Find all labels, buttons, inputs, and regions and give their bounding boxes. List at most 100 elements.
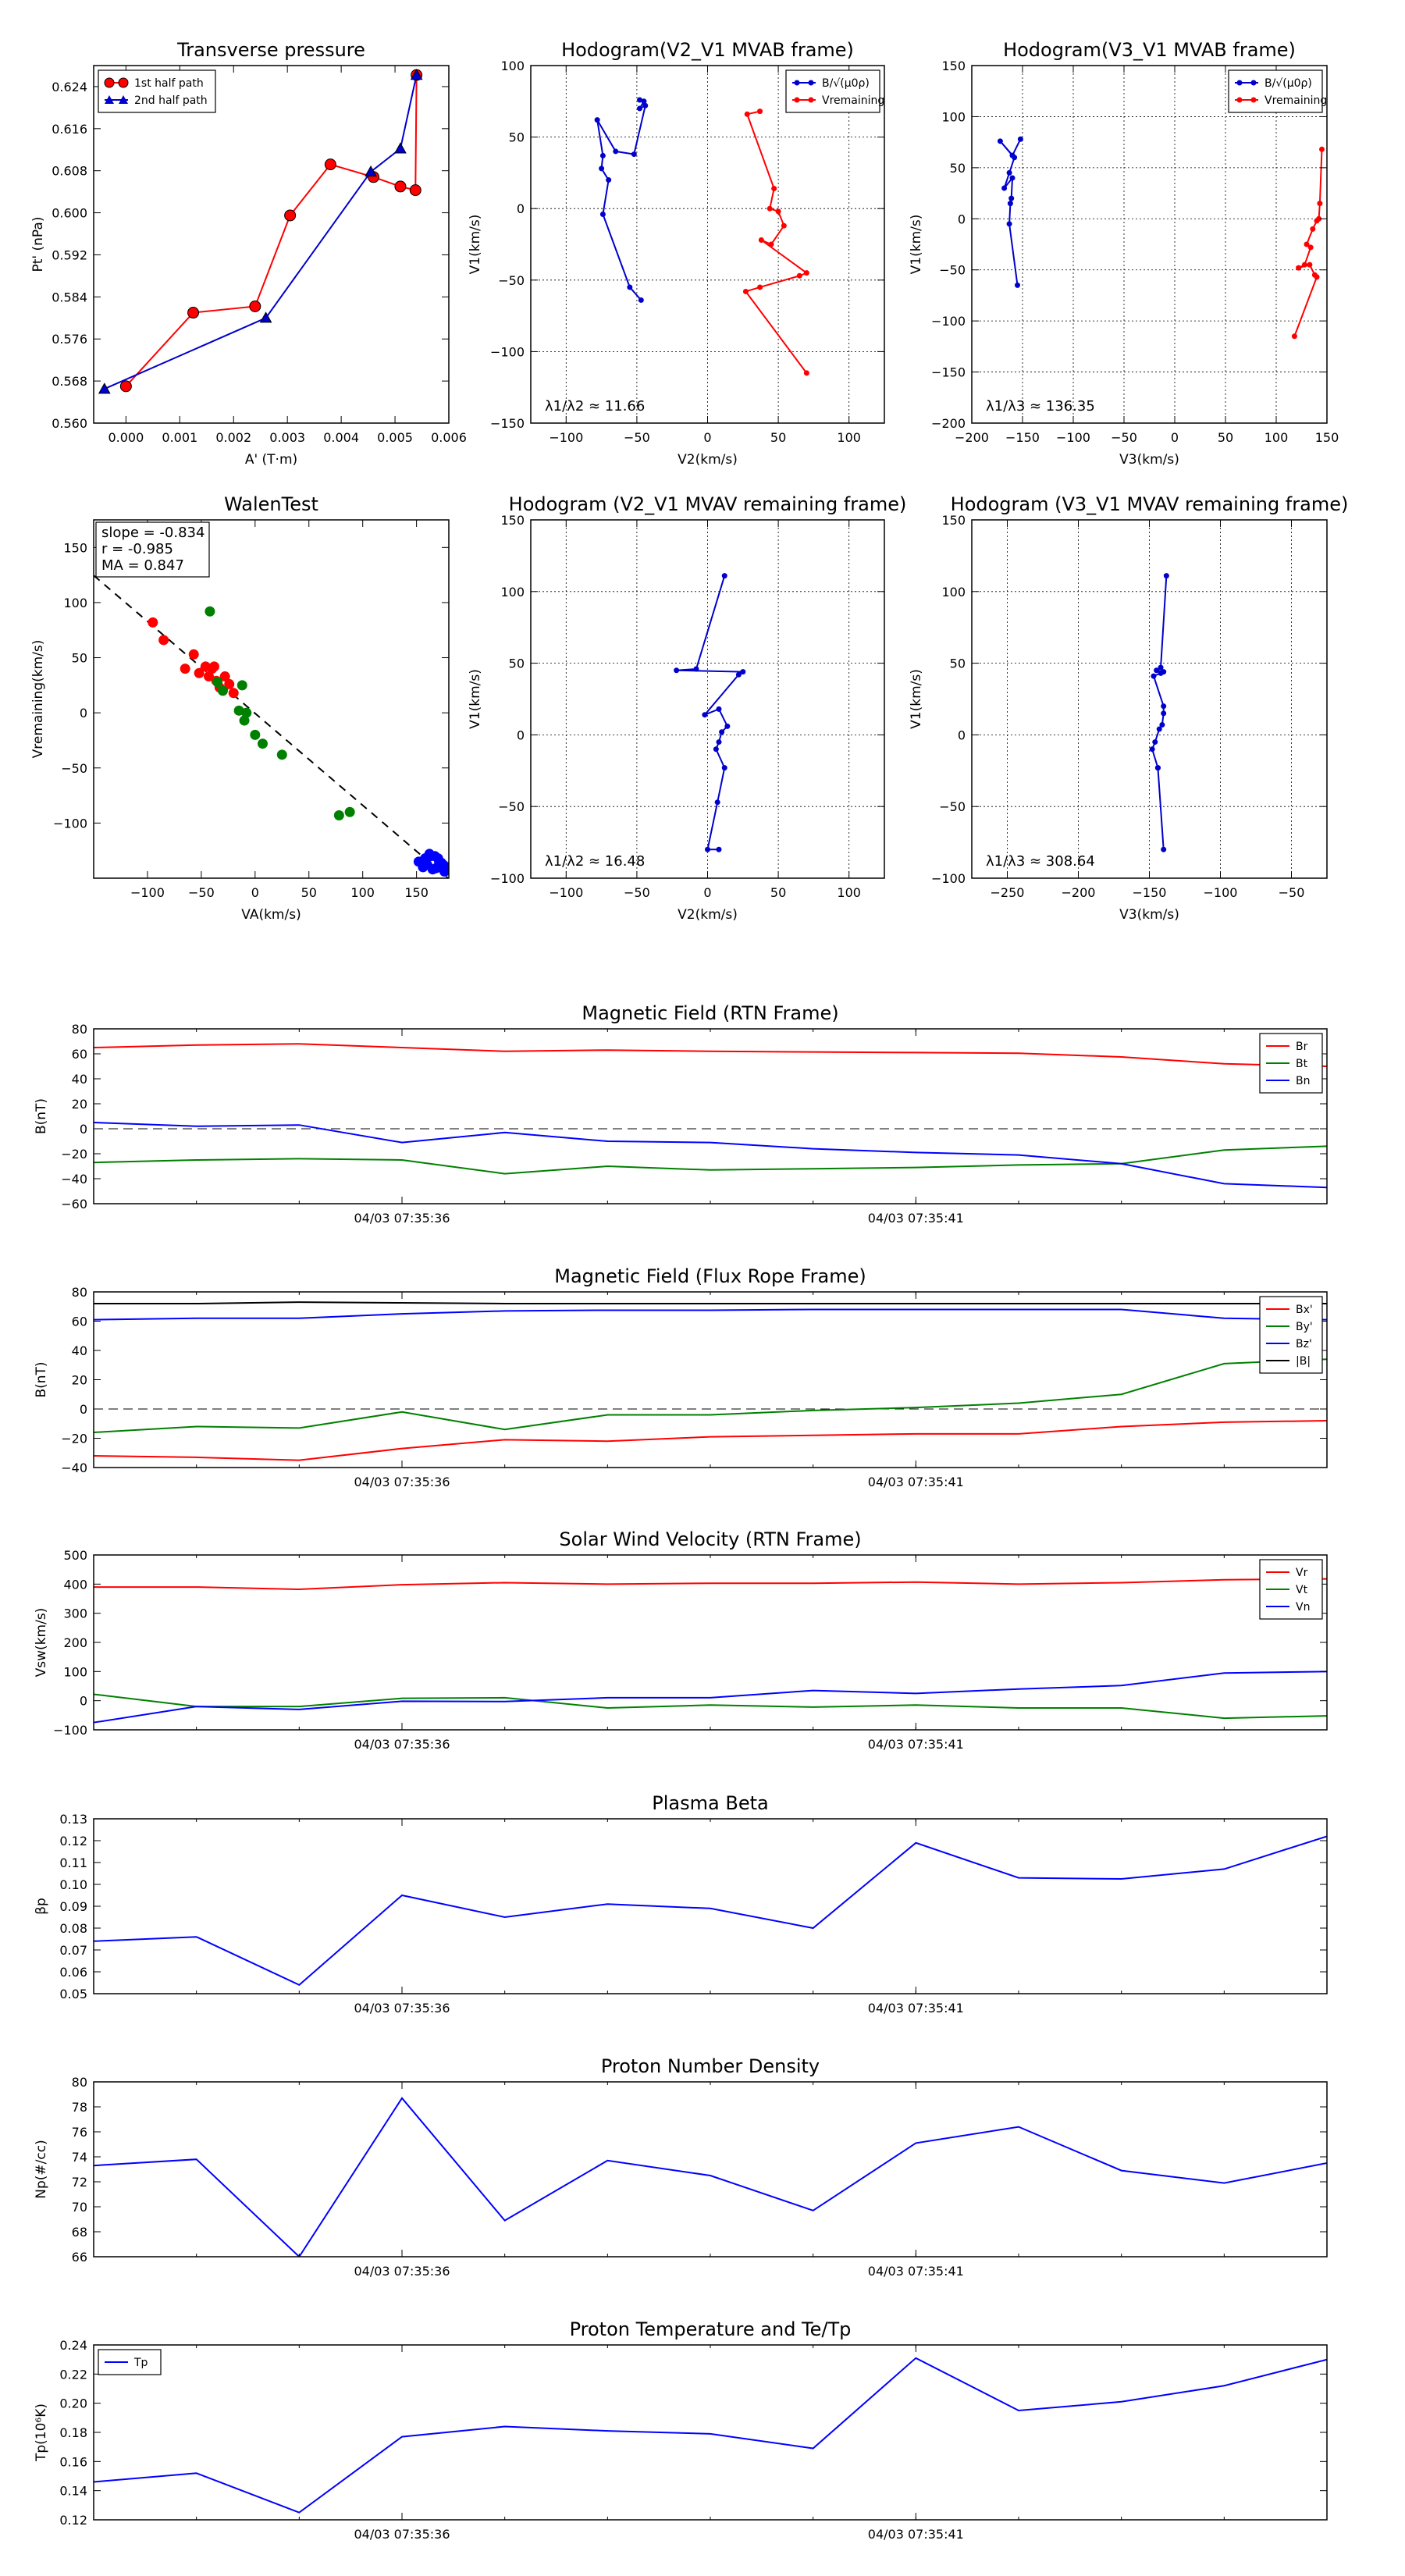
y-tick-label: 72 bbox=[72, 2175, 87, 2190]
stats-line: r = -0.985 bbox=[101, 541, 173, 557]
data-point bbox=[1154, 765, 1161, 771]
data-point bbox=[757, 109, 763, 115]
data-point bbox=[1291, 333, 1297, 340]
legend-marker bbox=[808, 97, 814, 103]
data-point bbox=[599, 152, 606, 158]
data-point bbox=[1007, 201, 1013, 207]
y-axis-label: V1(km/s) bbox=[909, 215, 924, 275]
y-tick-label: 50 bbox=[509, 130, 525, 145]
y-tick-label: 0 bbox=[517, 728, 525, 742]
x-tick-label: 0 bbox=[703, 885, 711, 900]
legend: Br Bt Bn bbox=[1259, 1033, 1323, 1094]
data-point bbox=[208, 661, 219, 672]
y-tick-label: −100 bbox=[931, 314, 966, 329]
grid-lines bbox=[972, 519, 1327, 879]
data-point bbox=[1158, 670, 1164, 676]
series-line-Vr bbox=[94, 1578, 1327, 1591]
y-tick-label: −100 bbox=[53, 1723, 87, 1738]
data-point bbox=[194, 667, 205, 678]
data-point bbox=[1001, 185, 1008, 191]
data-point bbox=[1008, 195, 1015, 201]
plot-frame bbox=[530, 65, 885, 424]
x-tick-label: 04/03 07:35:36 bbox=[354, 2264, 450, 2279]
y-tick-label: −20 bbox=[61, 1432, 87, 1446]
data-layer bbox=[94, 1301, 1327, 1461]
x-tick-label: −100 bbox=[130, 885, 165, 900]
y-tick-label: −50 bbox=[939, 263, 966, 278]
series-line-B bbox=[676, 575, 745, 851]
x-tick-label: −100 bbox=[549, 430, 583, 445]
legend: Vr Vt Vn bbox=[1259, 1559, 1323, 1620]
y-axis-label: V1(km/s) bbox=[909, 669, 924, 729]
data-point bbox=[637, 97, 643, 103]
legend-marker bbox=[808, 80, 814, 86]
y-tick-label: 400 bbox=[63, 1577, 87, 1592]
series-line-Br bbox=[94, 1043, 1327, 1067]
legend-label: Br bbox=[1296, 1041, 1308, 1053]
y-tick-label: 0 bbox=[80, 1402, 87, 1417]
plot-frame bbox=[93, 1818, 1328, 1994]
data-point bbox=[1310, 226, 1316, 232]
data-point bbox=[714, 799, 720, 806]
y-tick-label: 60 bbox=[72, 1315, 87, 1329]
chart-h1: Hodogram(V2_V1 MVAB frame)−100 −50 0 50 100−… bbox=[468, 39, 885, 468]
data-point bbox=[638, 297, 644, 303]
x-tick-label: 0 bbox=[703, 430, 711, 445]
y-tick-label: 0.24 bbox=[59, 2338, 87, 2353]
y-tick-label: 0.22 bbox=[59, 2367, 87, 2382]
data-point bbox=[758, 237, 764, 244]
y-tick-label: 100 bbox=[500, 59, 525, 73]
y-tick-label: 150 bbox=[500, 513, 525, 528]
y-tick-label: 100 bbox=[63, 1664, 87, 1679]
x-tick-label: 0.003 bbox=[269, 430, 305, 445]
data-point bbox=[1151, 673, 1157, 679]
data-point bbox=[771, 186, 777, 192]
legend-frame bbox=[98, 69, 216, 113]
data-point bbox=[394, 180, 407, 193]
x-tick-label: 04/03 07:35:36 bbox=[354, 2527, 450, 2542]
x-tick-label: 100 bbox=[837, 885, 861, 900]
x-tick-label: 04/03 07:35:36 bbox=[354, 2001, 450, 2016]
legend-label: Vr bbox=[1296, 1567, 1308, 1579]
data-layer bbox=[148, 606, 449, 877]
x-tick-label: 50 bbox=[301, 885, 317, 900]
y-tick-label: 0.12 bbox=[59, 1834, 87, 1848]
data-point bbox=[627, 284, 633, 290]
series-line-Bt bbox=[94, 1145, 1327, 1175]
y-tick-label: −50 bbox=[939, 799, 966, 814]
x-tick-label: −50 bbox=[188, 885, 215, 900]
y-tick-label: 150 bbox=[941, 59, 966, 73]
grid-lines bbox=[531, 65, 884, 424]
y-tick-label: 0.560 bbox=[52, 416, 87, 431]
y-tick-label: 0 bbox=[80, 706, 87, 720]
legend-marker bbox=[104, 77, 115, 88]
y-tick-label: 0.07 bbox=[59, 1943, 87, 1958]
chart-title: Magnetic Field (Flux Rope Frame) bbox=[554, 1265, 866, 1287]
y-tick-label: 100 bbox=[63, 596, 87, 610]
x-tick-label: 04/03 07:35:41 bbox=[868, 2264, 964, 2279]
series-line-Bn bbox=[94, 1122, 1327, 1189]
data-point bbox=[1017, 136, 1023, 142]
stats-line: MA = 0.847 bbox=[101, 557, 184, 574]
eigenvalue-ratio-label: λ1/λ2 ≈ 11.66 bbox=[545, 398, 645, 415]
data-point bbox=[997, 138, 1003, 144]
x-tick-label: 0.004 bbox=[323, 430, 359, 445]
x-tick-label: 100 bbox=[1264, 430, 1289, 445]
x-tick-label: −200 bbox=[1062, 885, 1096, 900]
data-layer bbox=[94, 1835, 1327, 1986]
y-tick-label: 0 bbox=[958, 728, 966, 742]
data-point bbox=[594, 117, 600, 123]
x-tick-label: 04/03 07:35:36 bbox=[354, 1737, 450, 1752]
fit-line bbox=[93, 575, 449, 879]
data-point bbox=[409, 184, 422, 197]
data-point bbox=[716, 846, 722, 852]
y-axis-label: Vremaining(km/s) bbox=[30, 640, 46, 759]
chart-title: Hodogram (V3_V1 MVAV remaining frame) bbox=[951, 493, 1349, 515]
series-line-1st half path bbox=[125, 75, 418, 387]
data-point bbox=[637, 105, 643, 112]
data-point bbox=[1006, 221, 1012, 227]
series-line-Bx' bbox=[94, 1420, 1327, 1461]
data-point bbox=[239, 715, 250, 726]
